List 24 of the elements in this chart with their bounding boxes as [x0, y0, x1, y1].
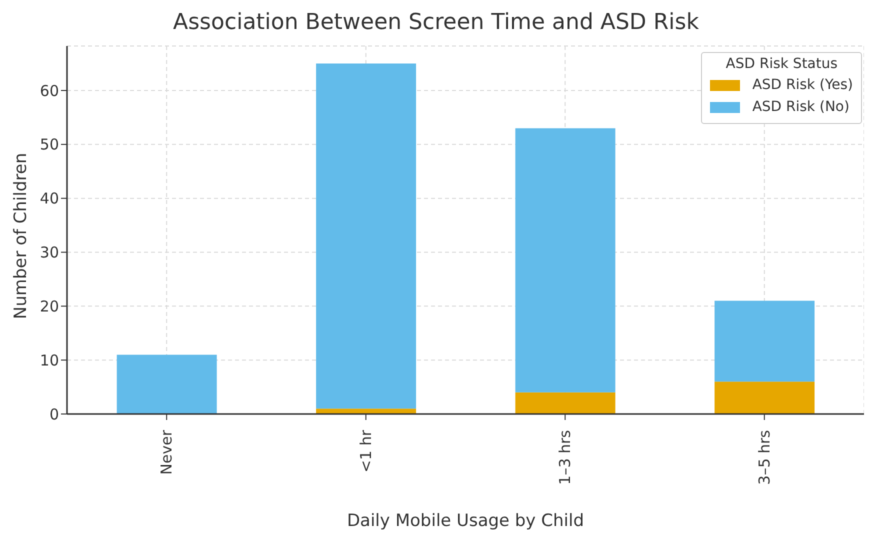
- legend-label: ASD Risk (Yes): [752, 76, 853, 95]
- y-tick-label: 0: [49, 405, 59, 424]
- y-tick-label: 30: [40, 244, 59, 262]
- y-axis-title: Number of Children: [11, 152, 31, 320]
- x-tick-label: 3–5 hrs: [755, 430, 774, 485]
- bar: [714, 382, 815, 414]
- y-tick-label: 40: [40, 190, 59, 208]
- legend-title: ASD Risk Status: [724, 56, 839, 72]
- x-tick-label: 1–3 hrs: [556, 430, 574, 485]
- bar: [714, 300, 815, 382]
- x-axis-title: Daily Mobile Usage by Child: [346, 511, 584, 531]
- y-tick-label: 60: [40, 82, 59, 100]
- chart-title: Association Between Screen Time and ASD Risk: [172, 10, 700, 35]
- x-tick-label: <1 hr: [356, 429, 375, 473]
- legend-label: ASD Risk (No): [752, 98, 850, 117]
- y-tick-label: 20: [40, 297, 59, 316]
- y-tick-label: 50: [40, 136, 59, 154]
- bar: [316, 64, 416, 409]
- bar: [316, 408, 416, 414]
- bar: [116, 354, 217, 414]
- bar: [515, 392, 616, 414]
- y-tick-label: 10: [40, 351, 59, 370]
- x-tick-label: Never: [158, 429, 176, 475]
- bar: [515, 128, 616, 392]
